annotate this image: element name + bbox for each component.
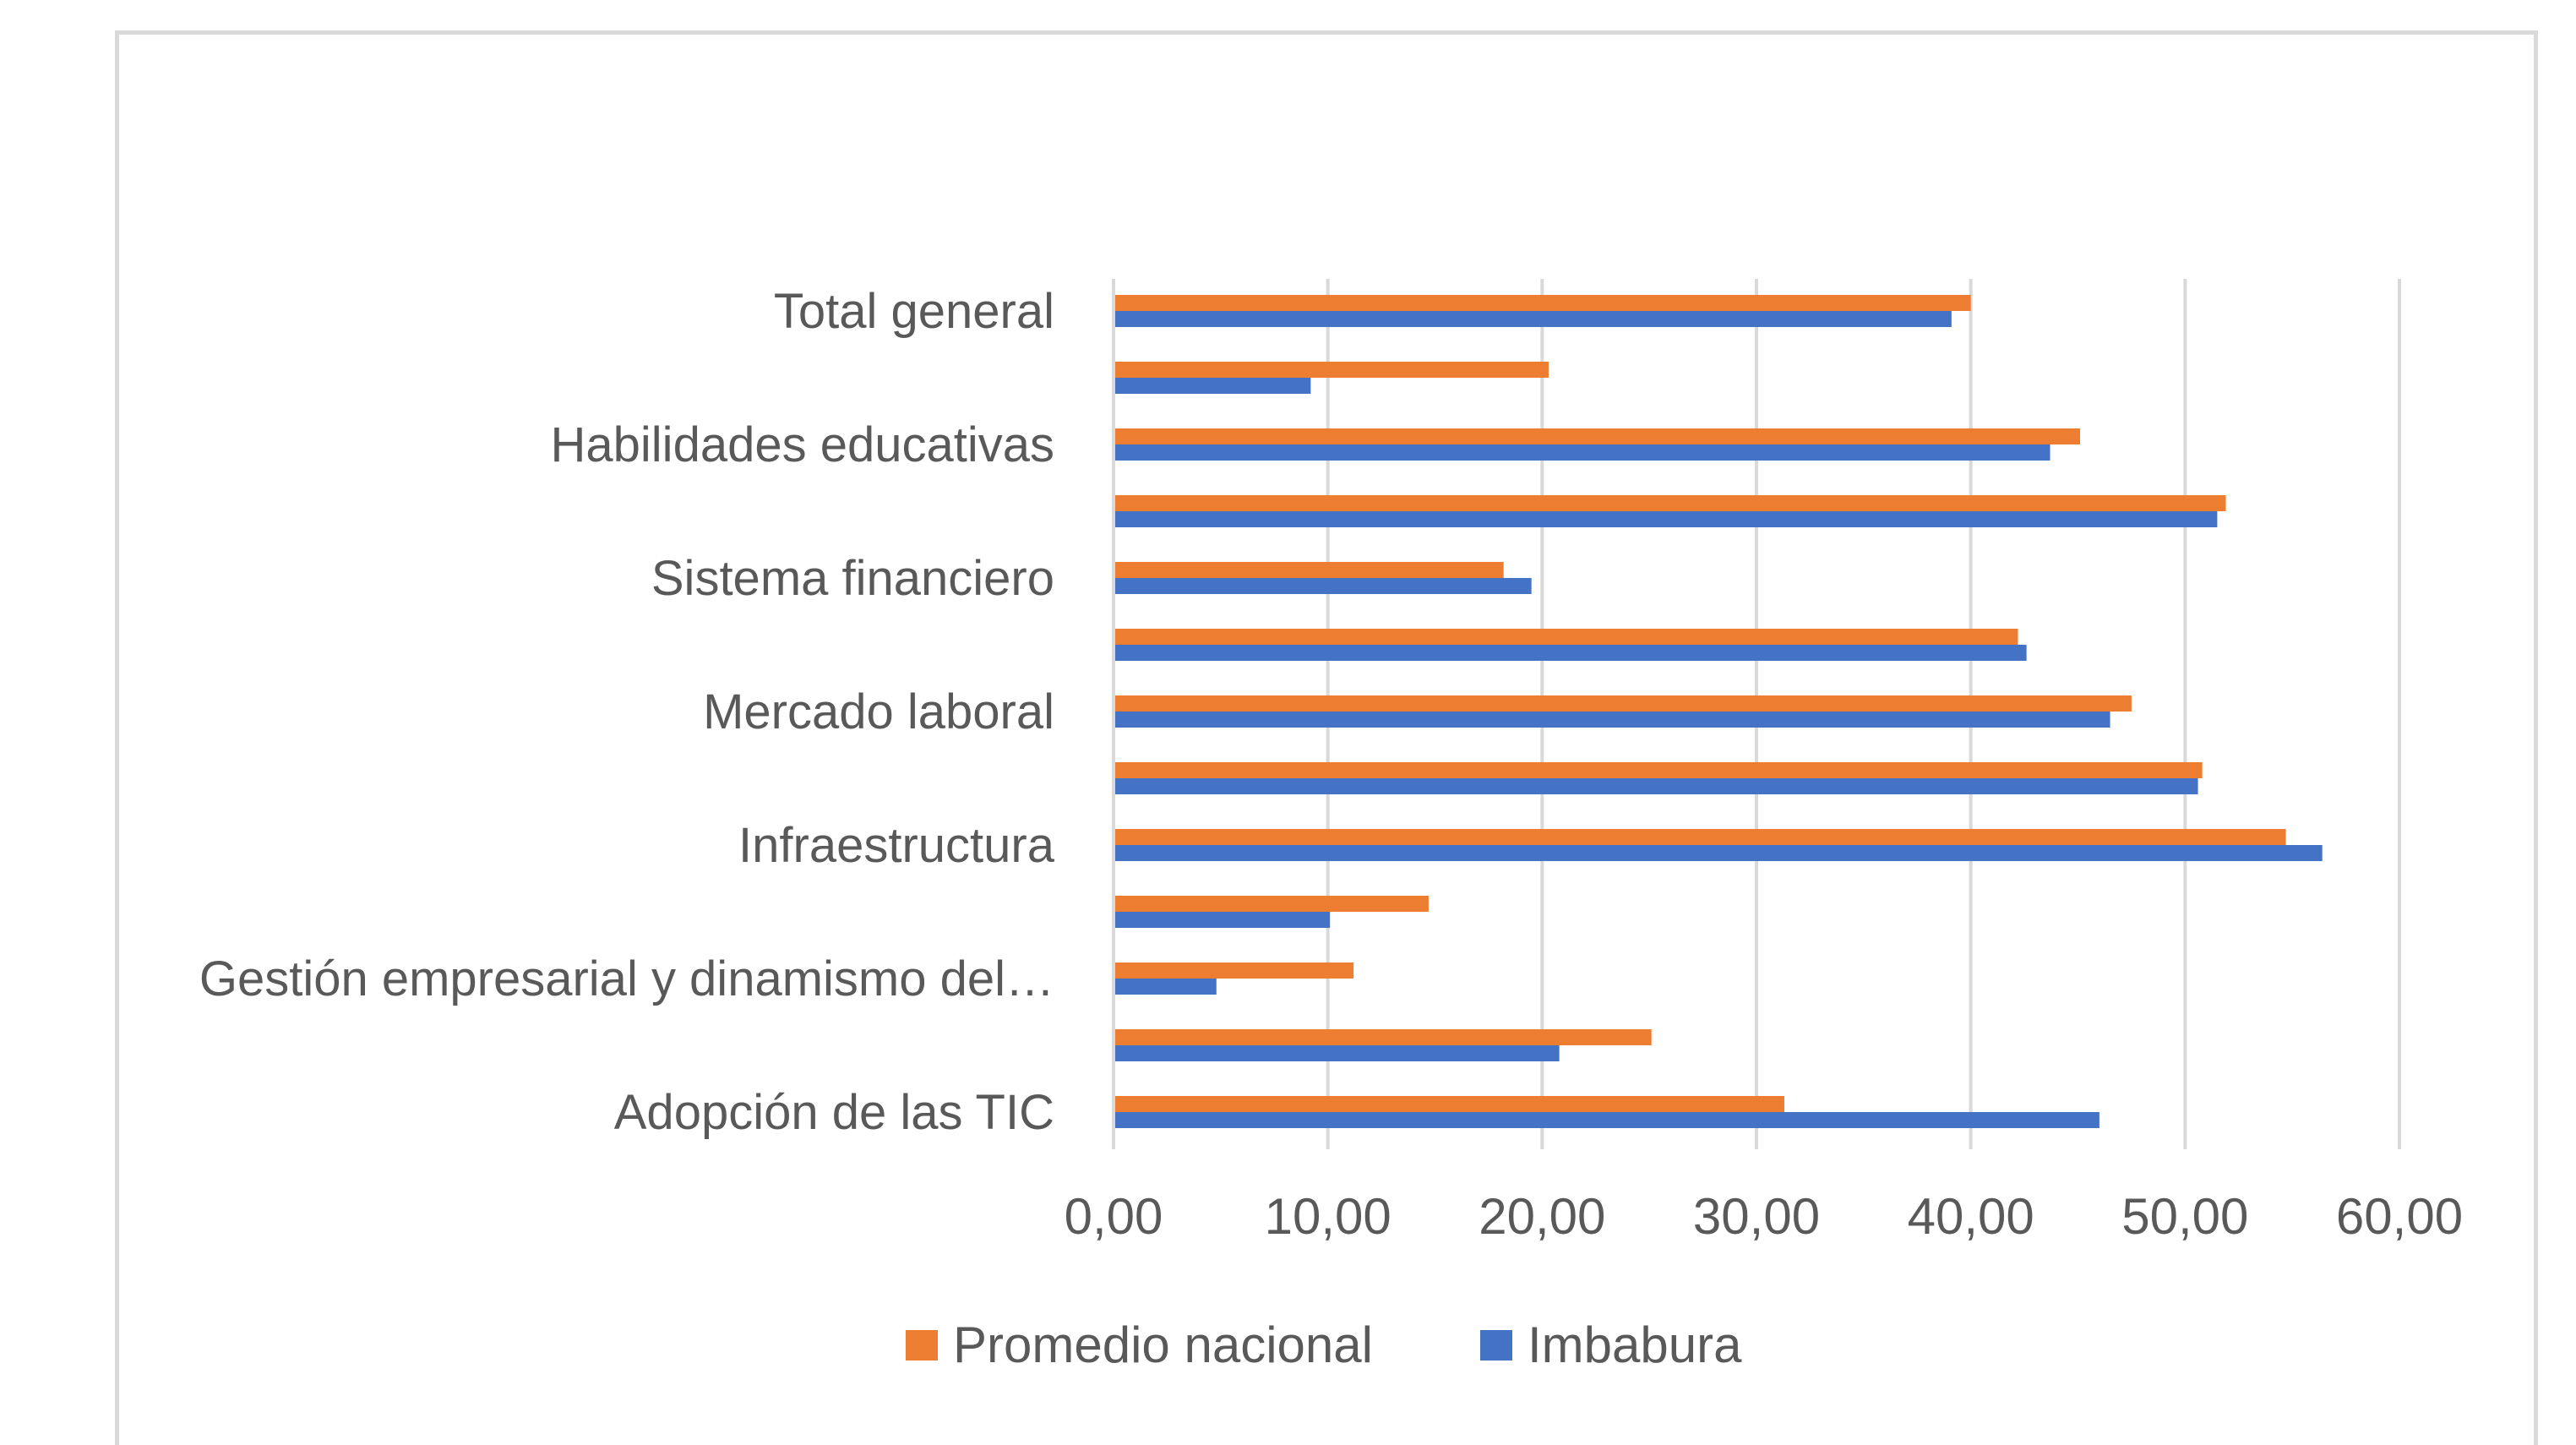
bar-promedio-nacional [1114,1096,1784,1112]
bar-imbabura [1114,311,1952,327]
bar-promedio-nacional [1114,695,2132,712]
bar-promedio-nacional [1114,1029,1652,1045]
labels: 0,00 10,00 20,00 30,00 40,00 50,00 60,00 Adopci… [199,284,2463,1245]
bar-promedio-nacional [1114,428,2081,444]
category-label: Sistema financiero [651,551,1054,606]
bar-promedio-nacional [1114,896,1429,912]
bar-imbabura [1114,378,1311,394]
bar-promedio-nacional [1114,362,1549,378]
bar-imbabura [1114,578,1532,594]
category-label: Gestión empresarial y dinamismo del… [199,952,1054,1006]
bar-promedio-nacional [1114,562,1504,578]
bar-imbabura [1114,645,2027,661]
chart-frame [115,30,2538,1445]
x-tick-label: 60,00 [2336,1188,2463,1245]
x-tick-label: 20,00 [1479,1188,1605,1245]
bar-promedio-nacional [1114,762,2203,778]
bar-imbabura [1114,1112,2099,1128]
bar-promedio-nacional [1114,829,2286,845]
bar-imbabura [1114,712,2110,728]
bar-imbabura [1114,1045,1560,1061]
bar-imbabura [1114,979,1217,995]
legend-label-promedio-nacional: Promedio nacional [953,1317,1373,1373]
bar-promedio-nacional [1114,962,1354,979]
bar-imbabura [1114,444,2050,461]
bar-promedio-nacional [1114,295,1971,311]
x-tick-label: 0,00 [1065,1188,1163,1245]
category-label: Total general [774,284,1054,339]
x-tick-label: 30,00 [1693,1188,1820,1245]
bars [1114,295,2323,1128]
category-label: Mercado laboral [703,684,1054,739]
bar-imbabura [1114,845,2323,861]
legend-swatch-promedio-nacional [906,1330,938,1360]
legend: Promedio nacional Imbabura [906,1317,1742,1373]
x-tick-label: 50,00 [2121,1188,2248,1245]
bar-imbabura [1114,912,1331,928]
legend-label-imbabura: Imbabura [1528,1317,1742,1373]
bar-promedio-nacional [1114,495,2226,511]
category-label: Habilidades educativas [551,417,1054,472]
x-tick-label: 10,00 [1265,1188,1391,1245]
category-label: Adopción de las TIC [614,1085,1054,1140]
bar-promedio-nacional [1114,629,2018,645]
x-tick-label: 40,00 [1908,1188,2034,1245]
legend-swatch-imbabura [1480,1330,1512,1360]
bar-imbabura [1114,778,2198,794]
category-label: Infraestructura [738,818,1055,873]
bar-imbabura [1114,511,2218,527]
